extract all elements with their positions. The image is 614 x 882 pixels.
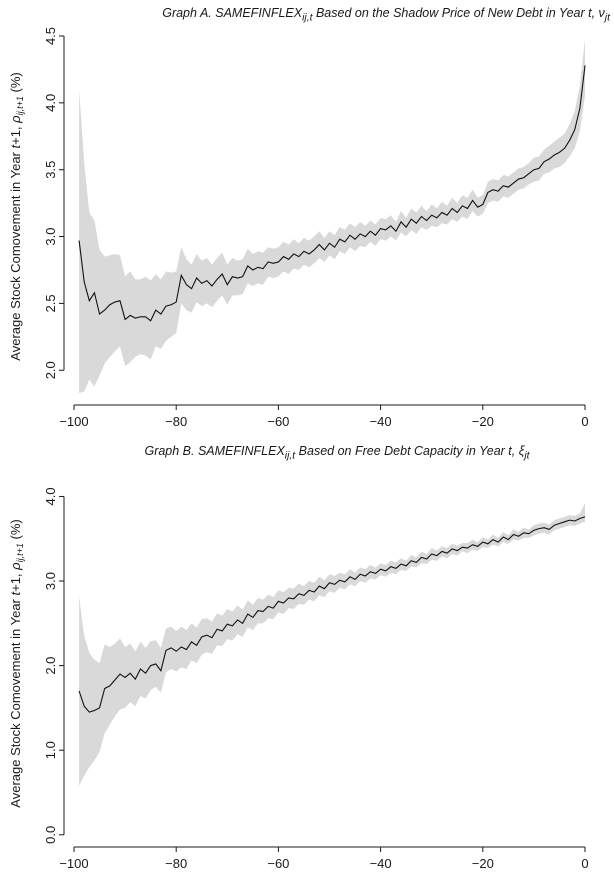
chart-b-confidence-band bbox=[79, 503, 586, 786]
chart-a-title-symbol: ν bbox=[598, 6, 605, 20]
chart-b-title-text: Graph B. SAMEFINFLEX bbox=[144, 444, 285, 458]
chart-b-x-tick-label: −80 bbox=[165, 856, 187, 871]
chart-b-x-tick-label: −40 bbox=[370, 856, 392, 871]
chart-b-y-tick-label: 1.0 bbox=[43, 741, 58, 759]
chart-a-y-tick-label: 2.0 bbox=[43, 361, 58, 379]
chart-a-y-axis-label: Average Stock Comovement in Year t+1, ρi… bbox=[8, 72, 25, 360]
chart-b-x-tick-label: 0 bbox=[581, 856, 588, 871]
chart-a-x-tick-label: −20 bbox=[472, 414, 494, 429]
chart-a-y-tick-label: 3.5 bbox=[43, 161, 58, 179]
chart-a-title-subscript-2: jt bbox=[604, 12, 610, 24]
chart-b-y-axis-label: Average Stock Comovement in Year t+1, ρi… bbox=[8, 519, 25, 807]
chart-a-x-tick-label: −60 bbox=[267, 414, 289, 429]
chart-b-y-tick-label: 3.0 bbox=[43, 572, 58, 590]
chart-a-title-text: Graph A. SAMEFINFLEX bbox=[162, 6, 303, 20]
chart-a-mean-line bbox=[78, 65, 586, 322]
chart-b-y-tick-label: 0.0 bbox=[43, 826, 58, 844]
chart-a-x-tick-label: −40 bbox=[370, 414, 392, 429]
chart-b-title-text-2: Based on Free Debt Capacity in Year t, bbox=[295, 444, 519, 458]
chart-a-title: Graph A. SAMEFINFLEXij,t Based on the Sh… bbox=[0, 6, 614, 24]
chart-a-x-tick-label: −80 bbox=[165, 414, 187, 429]
chart-b-title-subscript-2: jt bbox=[524, 450, 530, 462]
chart-a-confidence-band bbox=[79, 38, 586, 393]
chart-a-y-tick-label: 2.5 bbox=[43, 294, 58, 312]
chart-b-x-tick-label: −100 bbox=[59, 856, 88, 871]
chart-b-title-symbol: ξ bbox=[518, 444, 525, 458]
chart-a-x-tick-label: 0 bbox=[581, 414, 588, 429]
chart-b-x-tick-label: −60 bbox=[267, 856, 289, 871]
chart-a-y-tick-label: 4.0 bbox=[43, 94, 58, 112]
chart-b-x-tick-label: −20 bbox=[472, 856, 494, 871]
chart-a-x-tick-label: −100 bbox=[59, 414, 88, 429]
chart-a-title-text-2: Based on the Shadow Price of New Debt in… bbox=[312, 6, 599, 20]
chart-a-title-subscript: ij,t bbox=[302, 12, 313, 24]
chart-a-y-tick-label: 4.5 bbox=[43, 27, 58, 45]
chart-b-title-subscript: ij,t bbox=[284, 450, 296, 462]
chart-a-y-tick-label: 3.0 bbox=[43, 228, 58, 246]
chart-b-y-tick-label: 4.0 bbox=[43, 487, 58, 505]
chart-b-title: Graph B. SAMEFINFLEXij,t Based on Free D… bbox=[0, 444, 614, 462]
chart-b-mean-line bbox=[78, 516, 586, 713]
chart-b-y-tick-label: 2.0 bbox=[43, 657, 58, 675]
